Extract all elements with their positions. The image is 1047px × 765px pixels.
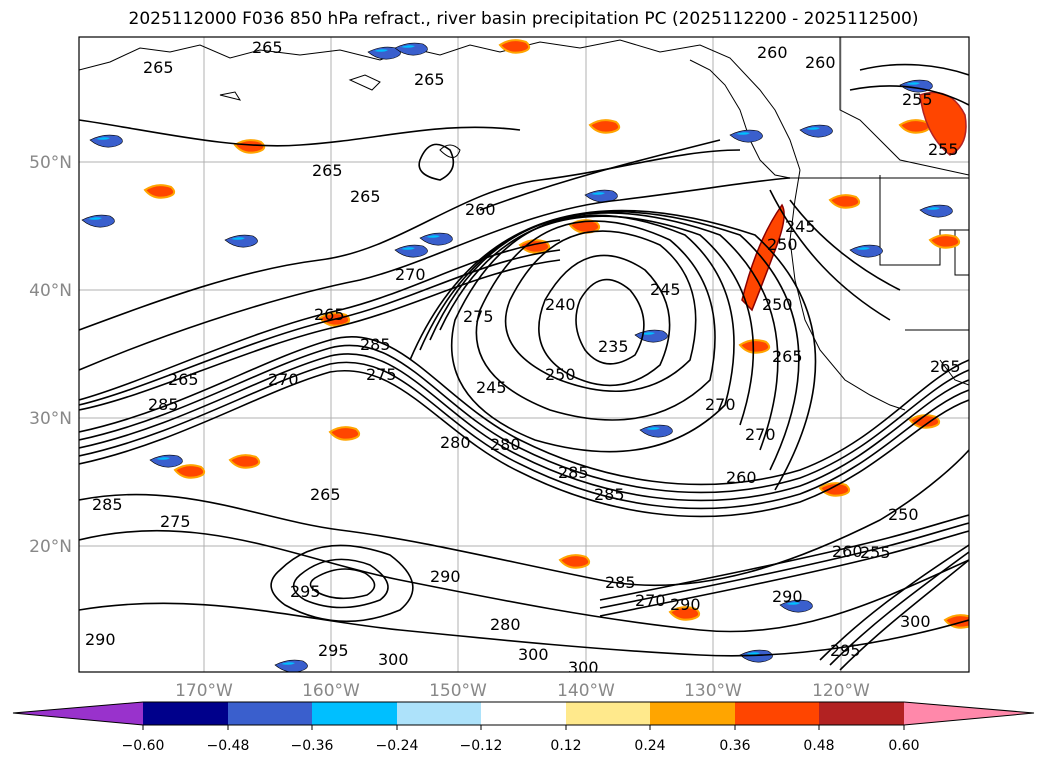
colorbar-tick-label: 0.12 xyxy=(550,738,581,754)
contour-label: 245 xyxy=(476,378,507,397)
lon-label-130w: 130°W xyxy=(684,681,742,701)
contour-label: 265 xyxy=(168,370,199,389)
contour-label: 265 xyxy=(314,305,345,324)
contour-label: 255 xyxy=(902,90,933,109)
contour-label: 270 xyxy=(705,395,736,414)
contour-label: 295 xyxy=(290,582,321,601)
colorbar-tick-label: 0.60 xyxy=(888,738,919,754)
contour-label: 245 xyxy=(785,217,816,236)
contour-label: 260 xyxy=(757,43,788,62)
contour-label: 265 xyxy=(310,485,341,504)
contour-label: 295 xyxy=(830,641,861,660)
contour-labels: 265 265 265 265 265 260 255 250 260 265 … xyxy=(85,38,961,677)
contour-label: 300 xyxy=(568,658,599,677)
colorbar-segment xyxy=(397,702,481,725)
contour-label: 285 xyxy=(558,463,589,482)
lon-label-140w: 140°W xyxy=(557,681,615,701)
map-area xyxy=(79,37,969,672)
contour-label: 280 xyxy=(490,435,521,454)
colorbar-extend-low xyxy=(13,702,143,725)
refractivity-contours xyxy=(79,63,969,671)
contour-label: 265 xyxy=(414,70,445,89)
graticule xyxy=(79,37,969,672)
contour-label: 250 xyxy=(545,365,576,384)
contour-label: 285 xyxy=(605,573,636,592)
colorbar-segment xyxy=(143,702,228,725)
contour-label: 280 xyxy=(440,433,471,452)
contour-label: 250 xyxy=(762,295,793,314)
colorbar-segment xyxy=(650,702,735,725)
colorbar-tick-label: −0.48 xyxy=(207,738,250,754)
map-title: 2025112000 F036 850 hPa refract., river … xyxy=(128,9,919,29)
lon-label-150w: 150°W xyxy=(429,681,487,701)
contour-label: 235 xyxy=(598,337,629,356)
contour-label: 295 xyxy=(318,641,349,660)
colorbar-segment xyxy=(735,702,819,725)
colorbar-tick-label: −0.60 xyxy=(122,738,165,754)
contour-label: 265 xyxy=(930,357,961,376)
contour-label: 250 xyxy=(888,505,919,524)
contour-label: 255 xyxy=(860,543,891,562)
lat-label-40n: 40°N xyxy=(29,281,72,301)
contour-label: 285 xyxy=(594,485,625,504)
contour-label: 270 xyxy=(745,425,776,444)
contour-label: 275 xyxy=(366,365,397,384)
colorbar-tick-label: 0.48 xyxy=(803,738,834,754)
contour-label: 275 xyxy=(463,307,494,326)
contour-label: 275 xyxy=(160,512,191,531)
colorbar: −0.60 −0.48 −0.36 −0.24 −0.12 0.12 0.24 … xyxy=(12,701,1035,754)
lon-label-170w: 170°W xyxy=(175,681,233,701)
contour-label: 265 xyxy=(252,38,283,57)
contour-label: 265 xyxy=(143,58,174,77)
lat-label-20n: 20°N xyxy=(29,537,72,557)
colorbar-segment xyxy=(819,702,904,725)
colorbar-tick-label: −0.24 xyxy=(376,738,419,754)
contour-label: 285 xyxy=(360,335,391,354)
contour-label: 250 xyxy=(767,235,798,254)
contour-label: 285 xyxy=(92,495,123,514)
contour-label: 260 xyxy=(832,542,863,561)
contour-label: 265 xyxy=(772,347,803,366)
contour-label: 245 xyxy=(650,280,681,299)
contour-label: 280 xyxy=(490,615,521,634)
contour-label: 290 xyxy=(670,595,701,614)
colorbar-tick-label: −0.12 xyxy=(460,738,503,754)
contour-label: 260 xyxy=(465,200,496,219)
colorbar-extend-high xyxy=(904,702,1034,725)
latitude-labels: 50°N 40°N 30°N 20°N xyxy=(29,153,72,557)
lat-label-50n: 50°N xyxy=(29,153,72,173)
contour-label: 260 xyxy=(805,53,836,72)
colorbar-segment xyxy=(481,702,566,725)
contour-label: 300 xyxy=(518,645,549,664)
contour-label: 290 xyxy=(430,567,461,586)
colorbar-segment xyxy=(566,702,650,725)
contour-label: 265 xyxy=(312,161,343,180)
lon-label-120w: 120°W xyxy=(812,681,870,701)
contour-label: 270 xyxy=(268,370,299,389)
lat-label-30n: 30°N xyxy=(29,409,72,429)
contour-label: 300 xyxy=(378,650,409,669)
longitude-labels: 170°W 160°W 150°W 140°W 130°W 120°W xyxy=(175,681,870,701)
colorbar-tick-label: 0.24 xyxy=(634,738,665,754)
contour-label: 285 xyxy=(148,395,179,414)
colorbar-tick-label: 0.36 xyxy=(719,738,750,754)
coastlines xyxy=(79,37,969,411)
colorbar-segment xyxy=(312,702,397,725)
lon-label-160w: 160°W xyxy=(302,681,360,701)
contour-label: 260 xyxy=(726,468,757,487)
colorbar-tick-label: −0.36 xyxy=(291,738,334,754)
contour-label: 290 xyxy=(85,630,116,649)
contour-label: 270 xyxy=(395,265,426,284)
contour-label: 270 xyxy=(635,591,666,610)
contour-label: 265 xyxy=(350,187,381,206)
contour-label: 290 xyxy=(772,587,803,606)
colorbar-segment xyxy=(228,702,312,725)
contour-label: 255 xyxy=(928,140,959,159)
contour-label: 240 xyxy=(545,295,576,314)
contour-label: 300 xyxy=(900,612,931,631)
